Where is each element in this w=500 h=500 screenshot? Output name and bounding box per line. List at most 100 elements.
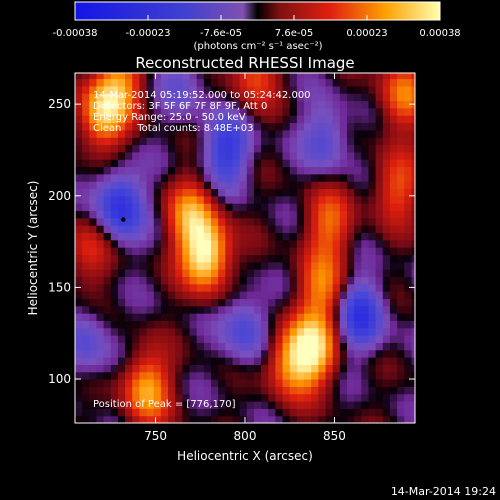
heatmap-cell <box>304 166 312 175</box>
heatmap-cell <box>253 313 262 321</box>
heatmap-cell <box>318 335 327 343</box>
heatmap-cell <box>75 166 76 175</box>
heatmap-cell <box>96 254 105 263</box>
heatmap-cell <box>211 188 219 197</box>
heatmap-cell <box>311 261 319 270</box>
heatmap-cell <box>203 408 212 417</box>
heatmap-cell <box>89 129 98 138</box>
heatmap-cell <box>296 408 305 417</box>
heatmap-cell <box>89 335 98 343</box>
heatmap-cell <box>203 93 212 102</box>
heatmap-cell <box>89 401 98 409</box>
heatmap-cell <box>289 298 298 307</box>
heatmap-cell <box>375 254 384 263</box>
heatmap-cell <box>397 401 405 409</box>
heatmap-cell <box>175 232 183 241</box>
heatmap-cell <box>232 85 241 94</box>
heatmap-cell <box>397 298 405 307</box>
heatmap-cell <box>382 415 391 423</box>
heatmap-cell <box>75 349 76 358</box>
heatmap-cell <box>160 173 169 182</box>
heatmap-cell <box>397 195 405 204</box>
heatmap-cell <box>146 137 155 146</box>
heatmap-cell <box>332 144 341 153</box>
heatmap-cell <box>304 144 312 153</box>
heatmap-cell <box>225 73 234 80</box>
heatmap-cell <box>110 122 119 131</box>
heatmap-cell <box>411 107 415 116</box>
heatmap-cell <box>96 386 105 395</box>
heatmap-cell <box>419 247 427 255</box>
heatmap-cell <box>211 283 219 292</box>
heatmap-cell <box>103 129 112 138</box>
heatmap-cell <box>253 291 262 299</box>
heatmap-cell <box>89 151 98 160</box>
heatmap-cell <box>361 93 370 102</box>
heatmap-cell <box>175 225 183 234</box>
heatmap-cell <box>318 144 327 153</box>
heatmap-cell <box>354 349 362 358</box>
heatmap-cell <box>261 73 269 80</box>
heatmap-cell <box>246 305 255 314</box>
heatmap-cell <box>139 210 148 219</box>
heatmap-cell <box>153 122 162 131</box>
heatmap-cell <box>110 269 119 277</box>
heatmap-cell <box>397 78 405 87</box>
heatmap-cell <box>182 283 191 292</box>
heatmap-cell <box>325 166 334 175</box>
heatmap-cell <box>339 217 348 226</box>
heatmap-cell <box>160 232 169 241</box>
heatmap-cell <box>146 349 155 358</box>
heatmap-cell <box>160 415 169 423</box>
heatmap-cell <box>354 283 362 292</box>
heatmap-cell <box>253 320 262 329</box>
heatmap-cell <box>189 276 198 285</box>
heatmap-cell <box>125 379 133 387</box>
heatmap-cell <box>375 181 384 190</box>
heatmap-cell <box>311 254 319 263</box>
heatmap-cell <box>304 283 312 292</box>
heatmap-cell <box>146 159 155 168</box>
heatmap-cell <box>332 239 341 248</box>
heatmap-cell <box>225 386 234 395</box>
heatmap-cell <box>332 379 341 387</box>
heatmap-cell <box>354 217 362 226</box>
heatmap-cell <box>225 137 234 146</box>
heatmap-cell <box>296 379 305 387</box>
heatmap-cell <box>211 73 219 80</box>
heatmap-cell <box>296 269 305 277</box>
heatmap-cell <box>132 423 140 431</box>
heatmap-cell <box>382 232 391 241</box>
heatmap-cell <box>282 188 291 197</box>
heatmap-cell <box>82 386 90 395</box>
heatmap-cell <box>218 217 226 226</box>
heatmap-cell <box>411 276 415 285</box>
heatmap-cell <box>419 291 427 299</box>
heatmap-cell <box>375 415 384 423</box>
heatmap-cell <box>211 379 219 387</box>
heatmap-cell <box>304 357 312 365</box>
heatmap-cell <box>232 393 241 402</box>
heatmap-cell <box>332 313 341 321</box>
heatmap-cell <box>246 320 255 329</box>
heatmap-cell <box>282 342 291 351</box>
heatmap-cell <box>304 408 312 417</box>
heatmap-cell <box>232 305 241 314</box>
heatmap-cell <box>404 151 413 160</box>
heatmap-cell <box>361 393 370 402</box>
heatmap-cell <box>311 283 319 292</box>
heatmap-cell <box>368 159 377 168</box>
heatmap-cell <box>261 423 269 431</box>
heatmap-cell <box>218 415 226 423</box>
heatmap-cell <box>196 415 205 423</box>
heatmap-cell <box>146 166 155 175</box>
heatmap-cell <box>189 217 198 226</box>
heatmap-cell <box>75 415 76 423</box>
heatmap-cell <box>253 386 262 395</box>
heatmap-cell <box>368 100 377 109</box>
heatmap-cell <box>103 217 112 226</box>
heatmap-cell <box>175 305 183 314</box>
heatmap-cell <box>311 364 319 373</box>
heatmap-cell <box>339 313 348 321</box>
heatmap-cell <box>253 151 262 160</box>
